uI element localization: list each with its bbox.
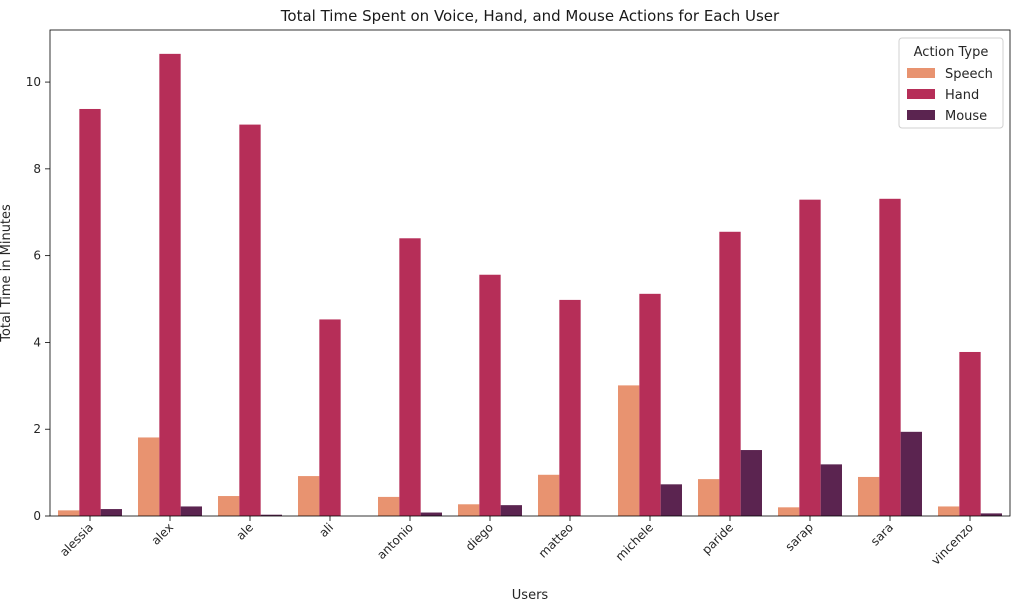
- legend-label-mouse: Mouse: [945, 109, 987, 124]
- y-tick-label: 6: [33, 249, 41, 263]
- x-tick-label: matteo: [536, 520, 576, 560]
- x-tick-label: sarap: [783, 520, 817, 554]
- bar-hand-matteo: [559, 299, 581, 516]
- y-axis-ticks: 0 2 4 6 8 10: [26, 75, 50, 523]
- legend-label-speech: Speech: [945, 67, 993, 82]
- bar-speech-ale: [218, 496, 240, 516]
- chart-title: Total Time Spent on Voice, Hand, and Mou…: [280, 7, 780, 25]
- bar-speech-antonio: [378, 496, 400, 516]
- y-tick-label: 0: [33, 509, 41, 523]
- bar-mouse-alex: [180, 506, 202, 516]
- x-axis-ticks: alessia alex ale ali antonio diego matteo miche…: [57, 516, 976, 568]
- x-tick-label: ali: [316, 520, 336, 540]
- bar-mouse-ale: [260, 514, 282, 516]
- legend-title: Action Type: [914, 45, 989, 60]
- bar-mouse-sarap: [820, 464, 842, 516]
- bar-hand-paride: [719, 231, 741, 516]
- bar-speech-sarap: [778, 507, 800, 516]
- legend-swatch-speech: [907, 68, 935, 78]
- bar-speech-vincenzo: [938, 506, 960, 516]
- y-tick-label: 8: [33, 162, 41, 176]
- bar-speech-alex: [138, 437, 160, 516]
- y-tick-label: 4: [33, 335, 41, 349]
- bar-speech-diego: [458, 504, 480, 516]
- legend-swatch-hand: [907, 89, 935, 99]
- y-tick-label: 2: [33, 422, 41, 436]
- bar-mouse-michele: [660, 484, 682, 516]
- plot-frame: [49, 29, 1011, 517]
- x-tick-label: diego: [463, 520, 496, 553]
- bar-speech-paride: [698, 479, 720, 516]
- bar-hand-vincenzo: [959, 351, 981, 516]
- bar-hand-ale: [239, 124, 261, 516]
- bar-speech-matteo: [538, 474, 560, 516]
- bar-hand-ali: [319, 319, 341, 516]
- x-tick-label: paride: [699, 520, 736, 557]
- x-tick-label: antonio: [374, 520, 416, 562]
- legend: Action Type Speech Hand Mouse: [898, 37, 1004, 129]
- x-tick-label: vincenzo: [929, 520, 977, 568]
- bar-speech-alessia: [58, 510, 80, 516]
- bar-mouse-vincenzo: [980, 513, 1002, 516]
- y-tick-label: 10: [26, 75, 41, 89]
- bar-mouse-diego: [500, 505, 522, 516]
- x-tick-label: alex: [149, 520, 177, 548]
- x-tick-label: ale: [233, 520, 256, 543]
- bar-hand-alex: [159, 53, 181, 517]
- bar-mouse-sara: [900, 431, 922, 516]
- bar-speech-michele: [618, 385, 640, 516]
- x-tick-label: michele: [613, 520, 656, 563]
- bars: [58, 53, 1002, 517]
- bar-hand-sarap: [799, 199, 821, 516]
- bar-speech-sara: [858, 476, 880, 516]
- x-tick-label: sara: [868, 520, 896, 548]
- bar-speech-ali: [298, 476, 320, 516]
- bar-hand-alessia: [79, 108, 101, 516]
- legend-items: Speech Hand Mouse: [907, 67, 993, 124]
- bar-mouse-alessia: [100, 509, 122, 516]
- bar-hand-michele: [639, 293, 661, 516]
- legend-label-hand: Hand: [945, 88, 979, 103]
- y-axis-title: Total Time in Minutes: [0, 204, 14, 343]
- bar-hand-diego: [479, 274, 501, 516]
- bar-hand-antonio: [399, 238, 421, 517]
- bar-mouse-paride: [740, 450, 762, 516]
- legend-swatch-mouse: [907, 110, 935, 120]
- bar-hand-sara: [879, 198, 901, 516]
- x-axis-title: Users: [512, 588, 549, 603]
- x-tick-label: alessia: [57, 520, 96, 559]
- legend-box: [898, 37, 1004, 129]
- bar-mouse-antonio: [420, 512, 442, 516]
